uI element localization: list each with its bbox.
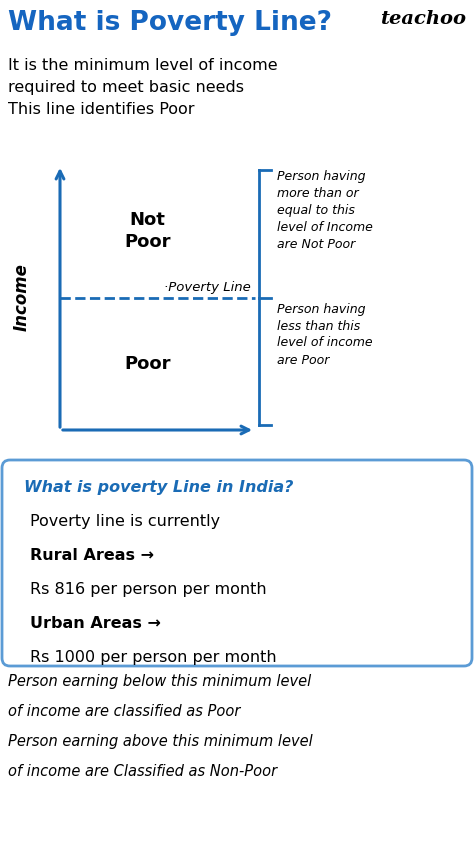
Text: Person earning below this minimum level: Person earning below this minimum level — [8, 674, 311, 689]
Text: Rural Areas →: Rural Areas → — [30, 548, 154, 563]
Text: Poverty line is currently: Poverty line is currently — [30, 514, 220, 529]
Text: Rs 1000 per person per month: Rs 1000 per person per month — [30, 650, 277, 665]
Text: Urban Areas →: Urban Areas → — [30, 616, 161, 631]
Text: teachoo: teachoo — [380, 10, 466, 28]
Text: Person having
less than this
level of income
are Poor: Person having less than this level of in… — [277, 302, 373, 366]
Text: What is Poverty Line?: What is Poverty Line? — [8, 10, 332, 36]
Text: Person earning above this minimum level: Person earning above this minimum level — [8, 734, 313, 749]
Text: Not
Poor: Not Poor — [124, 211, 171, 252]
Text: ·Poverty Line: ·Poverty Line — [164, 280, 251, 294]
Text: Poor: Poor — [124, 354, 171, 373]
Text: It is the minimum level of income: It is the minimum level of income — [8, 58, 278, 73]
Text: Income: Income — [13, 264, 31, 332]
Text: of income are classified as Poor: of income are classified as Poor — [8, 704, 240, 719]
Text: This line identifies Poor: This line identifies Poor — [8, 102, 194, 117]
Text: What is poverty Line in India?: What is poverty Line in India? — [24, 480, 293, 495]
Text: required to meet basic needs: required to meet basic needs — [8, 80, 244, 95]
Text: Rs 816 per person per month: Rs 816 per person per month — [30, 582, 266, 597]
Text: of income are Classified as Non-Poor: of income are Classified as Non-Poor — [8, 764, 277, 779]
FancyBboxPatch shape — [2, 460, 472, 666]
Text: Person having
more than or
equal to this
level of Income
are Not Poor: Person having more than or equal to this… — [277, 170, 373, 251]
